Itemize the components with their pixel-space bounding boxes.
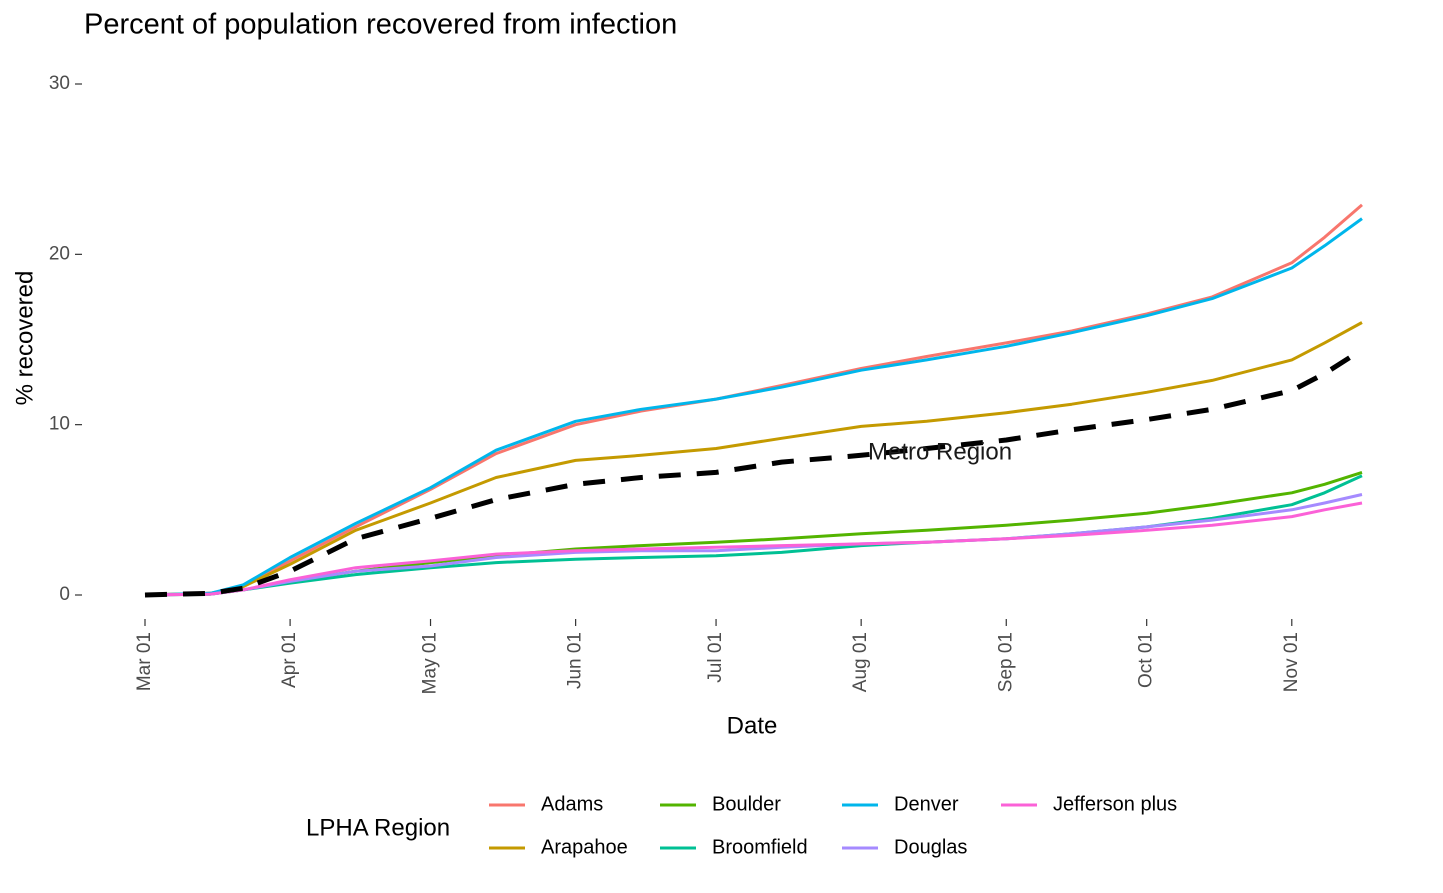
legend-label: Denver	[894, 793, 959, 815]
series-line	[144, 347, 1364, 598]
series-line	[144, 474, 1363, 597]
x-tick-label: Jul 01	[705, 632, 726, 683]
legend-title: LPHA Region	[306, 814, 450, 841]
chart-title: Percent of population recovered from inf…	[84, 9, 677, 41]
x-tick-label: Apr 01	[279, 632, 300, 688]
y-tick-label: 10	[49, 414, 70, 435]
legend-label: Jefferson plus	[1053, 793, 1177, 815]
x-tick-label: Jun 01	[565, 632, 586, 689]
legend-label: Arapahoe	[541, 836, 628, 858]
x-tick-label: Sep 01	[995, 632, 1016, 692]
x-tick-label: May 01	[420, 632, 441, 694]
legend-label: Broomfield	[712, 836, 808, 858]
legend-label: Boulder	[712, 793, 781, 815]
legend-label: Adams	[541, 793, 603, 815]
x-tick-label: Mar 01	[134, 632, 155, 691]
x-tick-label: Aug 01	[850, 632, 871, 692]
x-tick-label: Oct 01	[1136, 632, 1157, 688]
annotation: Metro Region	[868, 438, 1012, 465]
y-tick-label: 0	[59, 584, 70, 605]
y-tick-label: 30	[49, 73, 70, 94]
x-tick-label: Nov 01	[1281, 632, 1302, 692]
y-tick-label: 20	[49, 243, 70, 264]
series-line	[144, 217, 1363, 597]
series-line	[144, 321, 1363, 597]
x-axis-title: Date	[727, 712, 778, 739]
series-line	[144, 501, 1363, 597]
y-axis-title: % recovered	[11, 271, 38, 406]
legend-label: Douglas	[894, 836, 967, 858]
series-line	[144, 493, 1363, 597]
